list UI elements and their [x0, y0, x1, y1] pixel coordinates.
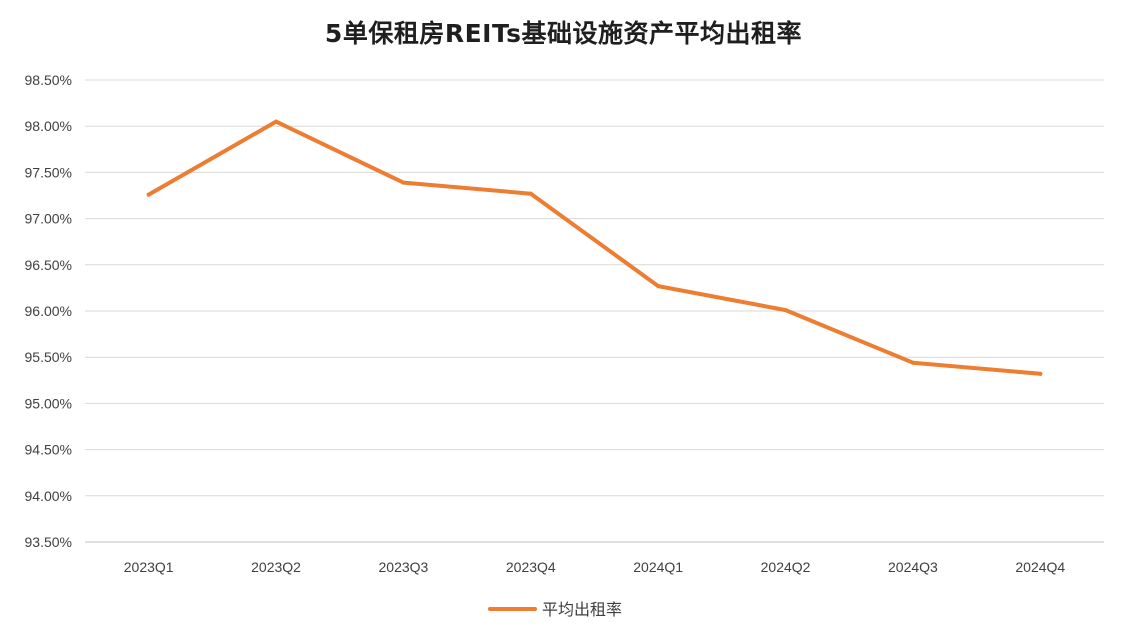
data-point	[783, 308, 788, 313]
y-tick-label: 95.00%	[25, 395, 72, 411]
data-point	[528, 191, 533, 196]
data-point	[910, 360, 915, 365]
x-tick-label: 2024Q2	[761, 559, 811, 575]
y-tick-label: 96.50%	[25, 257, 72, 273]
x-tick-label: 2023Q4	[506, 559, 556, 575]
x-tick-label: 2023Q3	[379, 559, 429, 575]
x-tick-label: 2024Q3	[888, 559, 938, 575]
y-tick-label: 98.50%	[25, 72, 72, 88]
x-tick-label: 2023Q1	[124, 559, 174, 575]
y-tick-label: 98.00%	[25, 118, 72, 134]
legend-label: 平均出租率	[542, 600, 622, 619]
series-line	[146, 119, 1043, 376]
x-tick-label: 2023Q2	[251, 559, 301, 575]
data-point	[1038, 371, 1043, 376]
y-tick-label: 97.50%	[25, 164, 72, 180]
x-tick-label: 2024Q4	[1015, 559, 1065, 575]
y-tick-label: 95.50%	[25, 349, 72, 365]
chart-title: 5单保租房REITs基础设施资产平均出租率	[324, 19, 803, 48]
y-tick-label: 94.50%	[25, 442, 72, 458]
x-tick-label: 2024Q1	[633, 559, 683, 575]
data-point	[146, 192, 151, 197]
y-tick-label: 97.00%	[25, 211, 72, 227]
y-tick-label: 94.00%	[25, 488, 72, 504]
y-tick-label: 96.00%	[25, 303, 72, 319]
data-point	[401, 180, 406, 185]
data-point	[274, 119, 279, 124]
data-point	[656, 284, 661, 289]
y-tick-label: 93.50%	[25, 534, 72, 550]
